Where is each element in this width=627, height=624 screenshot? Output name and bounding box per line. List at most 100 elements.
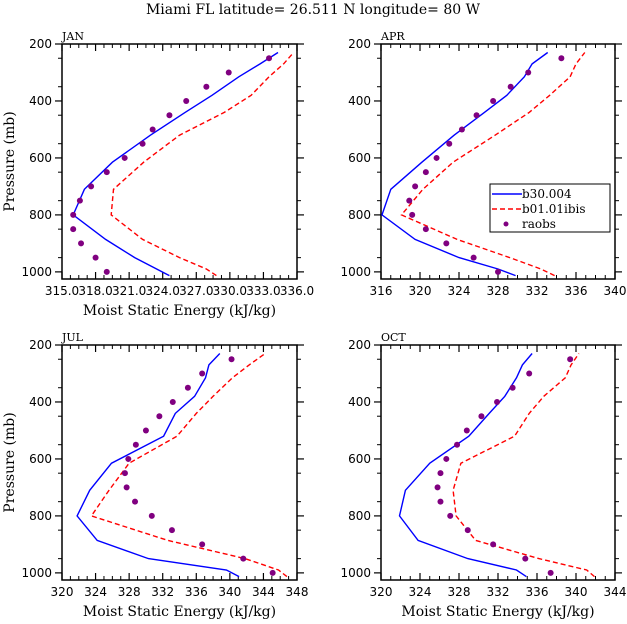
x-tick-label: 320 [370, 585, 393, 599]
y-tick-label: 200 [348, 338, 371, 352]
raobs-point [92, 254, 99, 261]
x-tick-label: 330.0 [213, 284, 247, 298]
y-tick-label: 600 [348, 151, 371, 165]
raobs-point [228, 356, 235, 363]
y-tick-label: 800 [348, 509, 371, 523]
raobs-point [525, 69, 532, 76]
raobs-point [76, 197, 83, 204]
raobs-point [490, 541, 497, 548]
y-tick-label: 400 [29, 395, 52, 409]
raobs-point [507, 83, 514, 90]
x-tick-label: 318.0 [78, 284, 112, 298]
panel-label: APR [380, 30, 405, 43]
legend-box [489, 183, 611, 233]
y-tick-label: 1000 [21, 265, 52, 279]
x-tick-label: 316 [370, 284, 393, 298]
x-tick-label: 344 [604, 585, 627, 599]
legend-label: b30.004 [522, 187, 572, 201]
raobs-point [522, 555, 529, 562]
raobs-point [473, 112, 480, 119]
raobs-point [142, 427, 149, 434]
raobs-point [437, 498, 444, 505]
x-tick-label: 340 [604, 284, 627, 298]
y-tick-label: 800 [29, 208, 52, 222]
series-line-b01-01ibis [110, 52, 295, 277]
raobs-point [434, 484, 441, 491]
y-tick-label: 200 [348, 37, 371, 51]
raobs-point [509, 384, 516, 391]
x-tick-label: 328 [118, 585, 141, 599]
raobs-point [547, 569, 554, 576]
plot-frame [61, 43, 298, 280]
raobs-point [409, 211, 416, 218]
y-tick-label: 200 [29, 37, 52, 51]
panel-apr: APR 316 320 324 328 332 336 340 200 400 600 800 1000 [340, 30, 626, 298]
raobs-point [70, 211, 77, 218]
raobs-point [125, 455, 132, 462]
y-tick-label: 600 [348, 452, 371, 466]
legend-marker [503, 221, 509, 227]
raobs-point [166, 112, 173, 119]
raobs-point [454, 441, 461, 448]
plot-frame [380, 43, 616, 280]
raobs-point [78, 240, 85, 247]
raobs-point [470, 254, 477, 261]
raobs-point [240, 555, 247, 562]
raobs-point [149, 126, 156, 133]
raobs-point [199, 370, 206, 377]
raobs-point [225, 69, 232, 76]
series-line-b01-01ibis [400, 52, 586, 277]
raobs-point [121, 154, 128, 161]
series-line-b30-004 [381, 51, 549, 277]
x-tick-label: 328 [487, 284, 510, 298]
raobs-point [495, 268, 501, 275]
raobs-point [490, 97, 497, 104]
y-tick-label: 200 [29, 338, 52, 352]
y-tick-label: 400 [348, 94, 371, 108]
x-tick-label: 336 [526, 585, 549, 599]
y-tick-label: 1000 [340, 566, 371, 580]
raobs-point [132, 441, 139, 448]
series-line-b30-004 [398, 353, 533, 578]
x-tick-label: 320 [409, 284, 432, 298]
panel-oct: OCT 320 324 328 332 336 340 344 200 400 600 800 1000… [340, 331, 626, 620]
raobs-point [422, 169, 429, 176]
x-axis-title: Moist Static Energy (kJ/kg) [83, 604, 276, 620]
raobs-point [558, 55, 565, 62]
y-tick-label: 800 [348, 208, 371, 222]
raobs-point [478, 413, 485, 420]
raobs-point [494, 398, 501, 405]
raobs-point [132, 498, 139, 505]
series-line-b30-004 [72, 51, 279, 277]
x-tick-label: 332 [526, 284, 549, 298]
legend-label: b01.01ibis [522, 202, 586, 216]
y-tick-label: 600 [29, 452, 52, 466]
raobs-point [464, 527, 471, 534]
raobs-point [446, 140, 453, 147]
raobs-point [526, 370, 533, 377]
x-axis-title: Moist Static Energy (kJ/kg) [401, 604, 594, 620]
raobs-point [412, 183, 419, 190]
raobs-point [269, 569, 276, 576]
panel-label: OCT [381, 331, 406, 344]
x-tick-label: 324.0 [146, 284, 180, 298]
raobs-point [123, 484, 130, 491]
panel-label: JUL [61, 331, 84, 344]
x-tick-label: 336 [185, 585, 208, 599]
y-axis-title: Pressure (mb) [2, 412, 18, 512]
x-tick-label: 340 [565, 585, 588, 599]
x-axis-title: Moist Static Energy (kJ/kg) [83, 303, 276, 319]
raobs-point [139, 140, 146, 147]
y-tick-label: 800 [29, 509, 52, 523]
raobs-point [169, 398, 176, 405]
panel-label: JAN [61, 30, 84, 43]
x-tick-label: 348 [286, 585, 309, 599]
raobs-point [183, 97, 190, 104]
y-tick-label: 400 [29, 94, 52, 108]
x-tick-label: 336.0 [280, 284, 314, 298]
raobs-point [121, 470, 128, 477]
raobs-point [266, 55, 273, 62]
y-tick-label: 1000 [21, 566, 52, 580]
x-tick-label: 327.0 [179, 284, 213, 298]
